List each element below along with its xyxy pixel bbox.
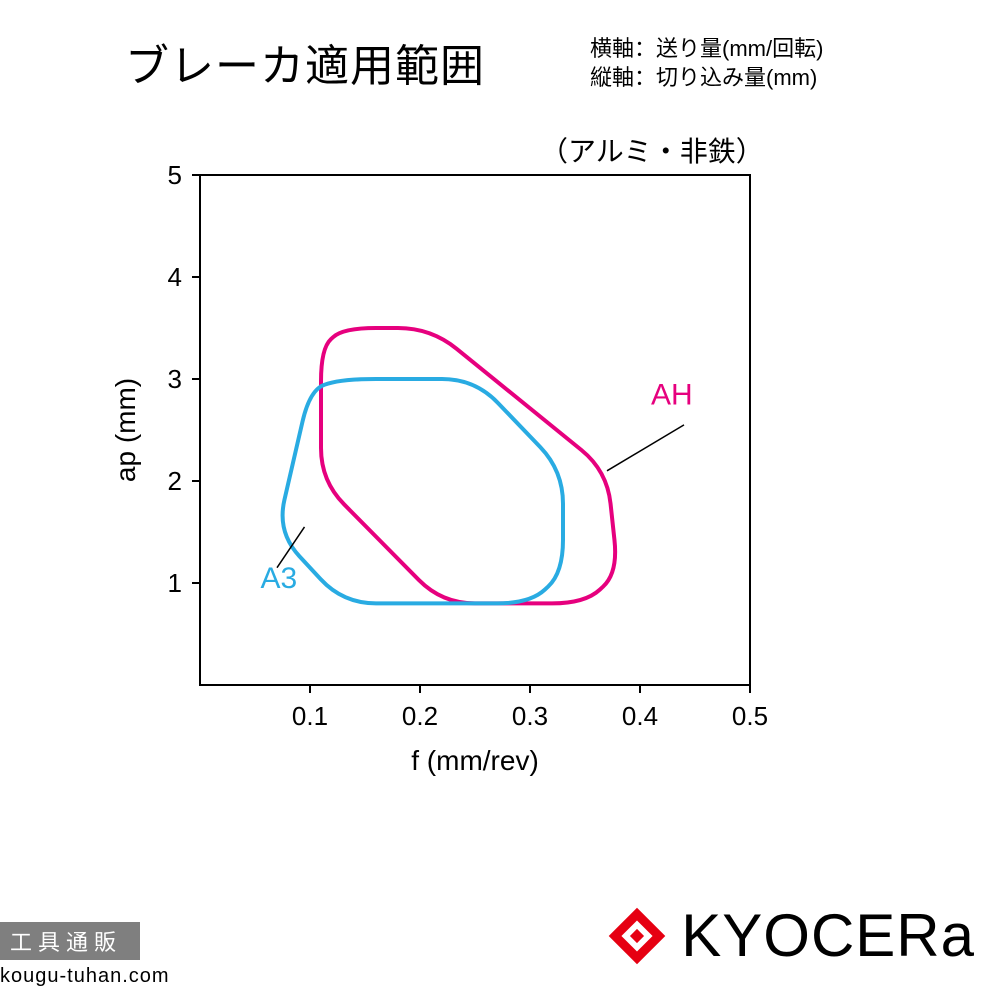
page-footer: 工具通販 kougu-tuhan.com KYOCERa <box>0 870 1000 1000</box>
series-label-AH: AH <box>651 379 693 412</box>
svg-text:0.2: 0.2 <box>402 701 438 731</box>
series-label-A3: A3 <box>261 562 298 595</box>
brand-logo-icon <box>605 904 669 968</box>
axis-legend-y: 縦軸：切り込み量(mm) <box>590 64 823 93</box>
shop-badge: 工具通販 <box>0 922 140 960</box>
svg-text:0.4: 0.4 <box>622 701 658 731</box>
svg-text:ap (mm): ap (mm) <box>110 378 141 482</box>
shop-url: kougu-tuhan.com <box>0 965 170 988</box>
axis-legend-x: 横軸：送り量(mm/回転) <box>590 35 823 64</box>
svg-text:2: 2 <box>168 466 182 496</box>
svg-text:0.3: 0.3 <box>512 701 548 731</box>
svg-text:3: 3 <box>168 364 182 394</box>
svg-text:1: 1 <box>168 568 182 598</box>
breaker-range-chart: 0.1 0.2 0.3 0.4 0.5 f (mm/rev) 1 2 3 4 5 ap (mm) AH A… <box>100 155 800 795</box>
svg-text:0.1: 0.1 <box>292 701 328 731</box>
axis-legend: 横軸：送り量(mm/回転) 縦軸：切り込み量(mm) <box>590 35 823 92</box>
brand-mark: KYOCERa <box>605 901 975 970</box>
chart-title: ブレーカ適用範囲 <box>125 30 485 94</box>
brand-text: KYOCERa <box>681 901 975 970</box>
svg-text:5: 5 <box>168 160 182 190</box>
svg-text:4: 4 <box>168 262 182 292</box>
svg-text:0.5: 0.5 <box>732 701 768 731</box>
svg-text:f (mm/rev): f (mm/rev) <box>411 745 539 776</box>
